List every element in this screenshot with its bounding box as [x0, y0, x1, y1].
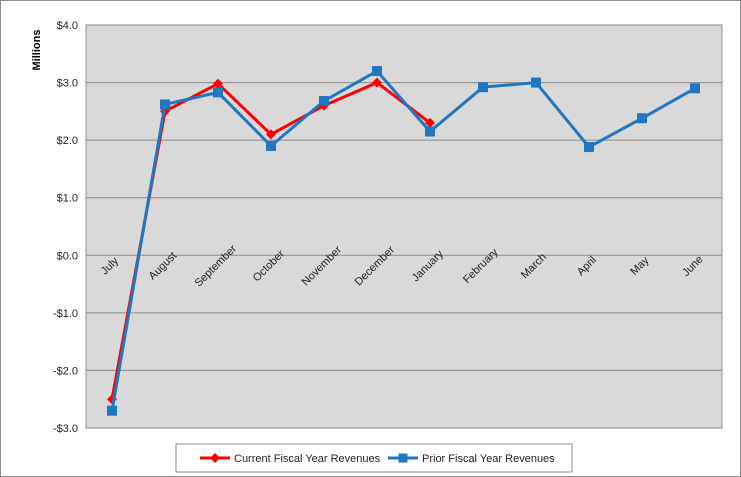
square-marker — [425, 126, 435, 137]
series-line — [110, 69, 696, 411]
diamond-marker — [425, 117, 435, 128]
y-axis-ticks: -$3.0 -$2.0 -$1.0 $0.0 $1.0 $2.0 $3.0 $4.0 — [53, 20, 78, 435]
diamond-marker — [372, 77, 382, 88]
legend-square-marker — [398, 453, 408, 463]
y-tick-label: $3.0 — [57, 78, 78, 90]
y-tick-label: $1.0 — [57, 193, 78, 205]
square-marker — [319, 95, 329, 106]
series-group — [107, 66, 700, 416]
square-marker — [372, 66, 382, 77]
plot-area — [85, 24, 723, 429]
legend-box — [175, 443, 573, 473]
square-marker — [584, 142, 594, 153]
y-axis-label: Millions — [31, 30, 43, 71]
legend-item-prior: Prior Fiscal Year Revenues — [388, 453, 555, 465]
series-prior-fiscal-year — [107, 66, 700, 416]
legend-diamond-marker — [210, 453, 220, 463]
square-marker — [160, 99, 170, 110]
legend-item-current: Current Fiscal Year Revenues — [200, 453, 381, 465]
square-marker — [531, 77, 541, 88]
y-tick-label: -$2.0 — [53, 365, 78, 377]
y-tick-label: -$3.0 — [53, 423, 78, 435]
y-tick-label: $0.0 — [57, 250, 78, 262]
y-tick-label: -$1.0 — [53, 308, 78, 320]
square-marker — [266, 140, 276, 151]
square-marker — [478, 82, 488, 93]
gridlines — [86, 24, 722, 429]
square-marker — [637, 113, 647, 124]
y-tick-label: $2.0 — [57, 135, 78, 147]
legend: Current Fiscal Year Revenues Prior Fiscal… — [175, 443, 573, 473]
diamond-marker — [213, 78, 223, 89]
legend-label: Prior Fiscal Year Revenues — [422, 453, 555, 465]
square-marker — [213, 87, 223, 98]
square-marker — [690, 83, 700, 94]
legend-label: Current Fiscal Year Revenues — [234, 453, 381, 465]
y-tick-label: $4.0 — [57, 20, 78, 32]
diamond-marker — [266, 129, 276, 140]
square-marker — [107, 405, 117, 416]
